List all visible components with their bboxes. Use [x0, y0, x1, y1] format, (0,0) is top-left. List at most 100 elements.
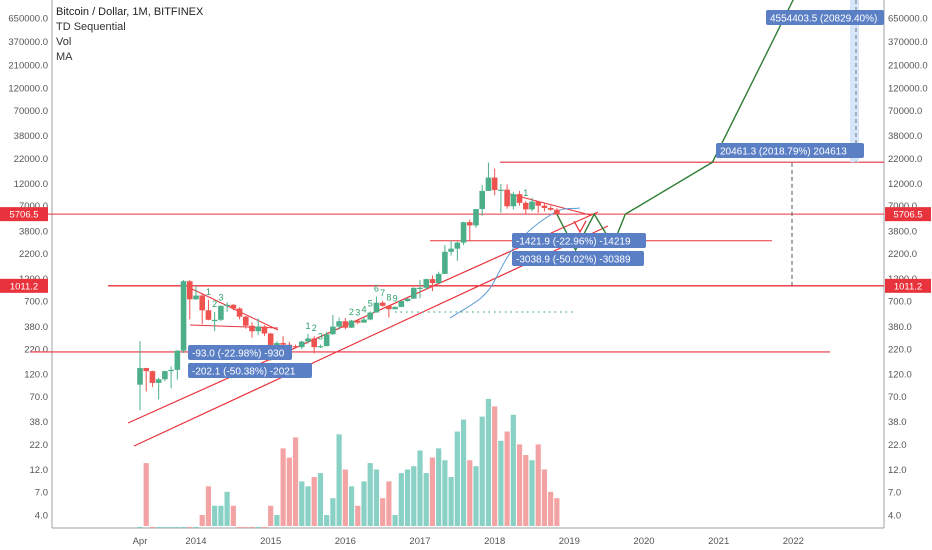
candle-body: [280, 343, 286, 345]
candle-body: [205, 310, 212, 320]
volume-bar: [280, 448, 286, 526]
candle-body: [242, 316, 249, 326]
volume-bar: [429, 457, 436, 526]
y-tick-left: 2200.0: [19, 249, 48, 260]
volume-bar: [554, 498, 560, 526]
candle-body: [342, 321, 349, 328]
td-count-label: 1: [206, 287, 211, 297]
indicator-volume[interactable]: Vol: [56, 36, 72, 48]
candle-body: [479, 190, 486, 210]
y-tick-right: 120.0: [888, 370, 912, 381]
candle-body: [398, 301, 405, 307]
volume-bar: [442, 460, 448, 526]
candle-body: [211, 319, 218, 322]
candle-body: [460, 222, 467, 243]
volume-bar: [317, 473, 324, 526]
candle-body: [348, 320, 355, 328]
td-count-label: 3: [355, 307, 360, 317]
candle-body: [218, 305, 224, 320]
td-count-label: 2: [212, 299, 217, 309]
candle-body: [267, 333, 274, 350]
volume-bar: [454, 431, 460, 526]
volume-bar: [398, 473, 404, 526]
x-tick-label: Apr: [133, 536, 148, 547]
volume-bar: [492, 406, 498, 526]
volume-bar: [149, 526, 156, 528]
y-tick-right: 220.0: [888, 345, 912, 356]
volume-bar: [523, 455, 529, 526]
y-tick-right: 380.0: [888, 322, 912, 333]
y-tick-right: 38.0: [888, 417, 907, 428]
volume-bar: [243, 526, 249, 528]
candle-body: [410, 287, 417, 299]
volume-bar: [460, 419, 467, 526]
candle-body: [454, 242, 461, 249]
td-count-label: 2: [349, 307, 354, 317]
correction-arrow-red: [573, 220, 587, 234]
volume-bar: [324, 515, 330, 526]
candle-body: [367, 312, 374, 320]
td-count-label: 9: [393, 293, 398, 303]
y-tick-left: 220.0: [24, 345, 48, 356]
y-tick-left: 4.0: [35, 511, 48, 522]
indicator-td-sequential[interactable]: TD Sequential: [56, 21, 126, 33]
candle-body: [504, 189, 510, 207]
td-count-label: 3: [218, 292, 223, 302]
volume-bar: [286, 457, 292, 526]
candle-body: [255, 326, 262, 332]
candle-body: [174, 350, 181, 370]
candle-body: [541, 205, 548, 208]
candle-body: [186, 281, 193, 300]
candle-body: [547, 207, 554, 210]
y-tick-left: 370000.0: [8, 37, 48, 48]
candle-body: [162, 371, 168, 380]
price-tag-left: [0, 278, 48, 293]
volume-bar: [498, 440, 504, 526]
candle-body: [168, 369, 174, 372]
symbol-title: Bitcoin / Dollar, 1M, BITFINEX: [56, 6, 204, 18]
volume-bar: [218, 505, 224, 526]
candle-body: [317, 346, 324, 348]
td-count-label: 4: [361, 305, 366, 315]
td-count-label: 5: [368, 298, 373, 308]
candle-body: [336, 321, 342, 327]
candle-body: [298, 341, 305, 348]
candle-body: [149, 371, 156, 383]
candle-body: [498, 189, 504, 191]
y-tick-left: 22000.0: [14, 154, 48, 165]
y-tick-left: 70000.0: [14, 106, 48, 117]
volume-bar: [479, 416, 485, 526]
measure-label-text: -93.0 (-22.98%) -930: [192, 349, 285, 360]
wedge-top-2018: [509, 193, 591, 216]
candle-body: [429, 279, 436, 284]
volume-bar: [467, 460, 473, 526]
volume-bar: [516, 444, 523, 526]
y-tick-left: 650000.0: [8, 14, 48, 25]
volume-bar: [311, 477, 317, 526]
volume-bar: [436, 448, 442, 526]
candle-body: [361, 319, 367, 323]
volume-bar: [137, 526, 143, 528]
volume-bar: [417, 450, 423, 526]
price-tag-right: [885, 207, 931, 222]
candle-body: [379, 302, 386, 306]
candle-body: [305, 338, 311, 342]
volume-bar: [261, 526, 268, 528]
y-tick-right: 22000.0: [888, 154, 922, 165]
measure-label-box: [188, 363, 312, 378]
candle-body: [423, 279, 430, 288]
measure-label-text: -1421.9 (-22.96%) -14219: [516, 237, 631, 248]
y-tick-right: 2200.0: [888, 249, 917, 260]
candle-body: [193, 295, 199, 300]
indicator-ma[interactable]: MA: [56, 51, 73, 63]
candle-body: [155, 379, 162, 383]
volume-bar: [348, 486, 355, 526]
candle-body: [249, 325, 255, 332]
x-tick-label: 2017: [409, 536, 430, 547]
volume-bar: [156, 526, 162, 528]
candle-body: [323, 334, 330, 347]
volume-bar: [535, 444, 541, 526]
candle-body: [404, 298, 411, 302]
candle-body: [236, 308, 243, 317]
